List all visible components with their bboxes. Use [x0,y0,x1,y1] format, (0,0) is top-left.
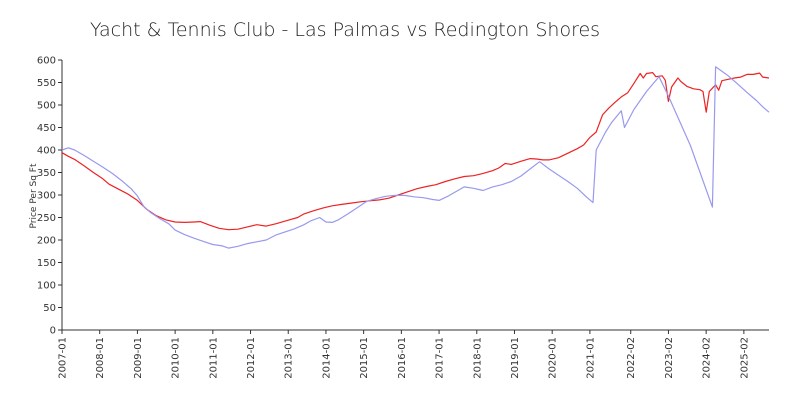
axes: 0 50 100 150 200 250 300 350 400 450 500 550 600 2007… [37,56,769,379]
x-tick-label: 2016-01 [397,337,408,379]
x-tick-label: 2017-01 [435,337,446,379]
series-lines [61,66,770,249]
x-tick-label: 2009-01 [133,337,144,379]
series-line-1 [61,71,770,231]
x-tick-label: 2010-01 [171,337,182,379]
x-tick-label: 2025-02 [739,337,750,379]
y-axis-label: Price Per Sq Ft [29,163,39,228]
x-tick-label: 2013-01 [284,337,295,379]
x-tick-label: 2015-01 [359,337,370,379]
y-tick-label: 200 [37,236,56,247]
y-tick-label: 300 [37,191,56,202]
y-tick-label: 50 [43,303,56,314]
x-tick-label: 2021-01 [585,337,596,379]
x-tick-label: 2024-02 [702,337,713,379]
chart-title: Yacht & Tennis Club - Las Palmas vs Redi… [90,19,600,41]
x-tick-label: 2008-01 [95,337,106,379]
y-tick-label: 350 [37,168,56,179]
x-tick-label: 2014-01 [321,337,332,379]
y-tick-label: 0 [50,326,56,337]
x-tick-label: 2011-01 [208,337,219,379]
x-tick-label: 2022-02 [626,337,637,379]
series-line-2 [61,66,770,249]
x-tick-label: 2018-01 [472,337,483,379]
y-tick-label: 450 [37,123,56,134]
x-tick-label: 2023-02 [664,337,675,379]
y-tick-label: 500 [37,101,56,112]
x-tick-label: 2012-01 [246,337,257,379]
y-tick-label: 100 [37,281,56,292]
y-tick-label: 400 [37,146,56,157]
y-tick-label: 550 [37,78,56,89]
y-tick-label: 150 [37,258,56,269]
x-tick-label: 2020-01 [548,337,559,379]
x-tick-label: 2019-01 [510,337,521,379]
y-tick-label: 600 [37,56,56,67]
x-tick-label: 2007-01 [58,337,69,379]
y-tick-label: 250 [37,213,56,224]
